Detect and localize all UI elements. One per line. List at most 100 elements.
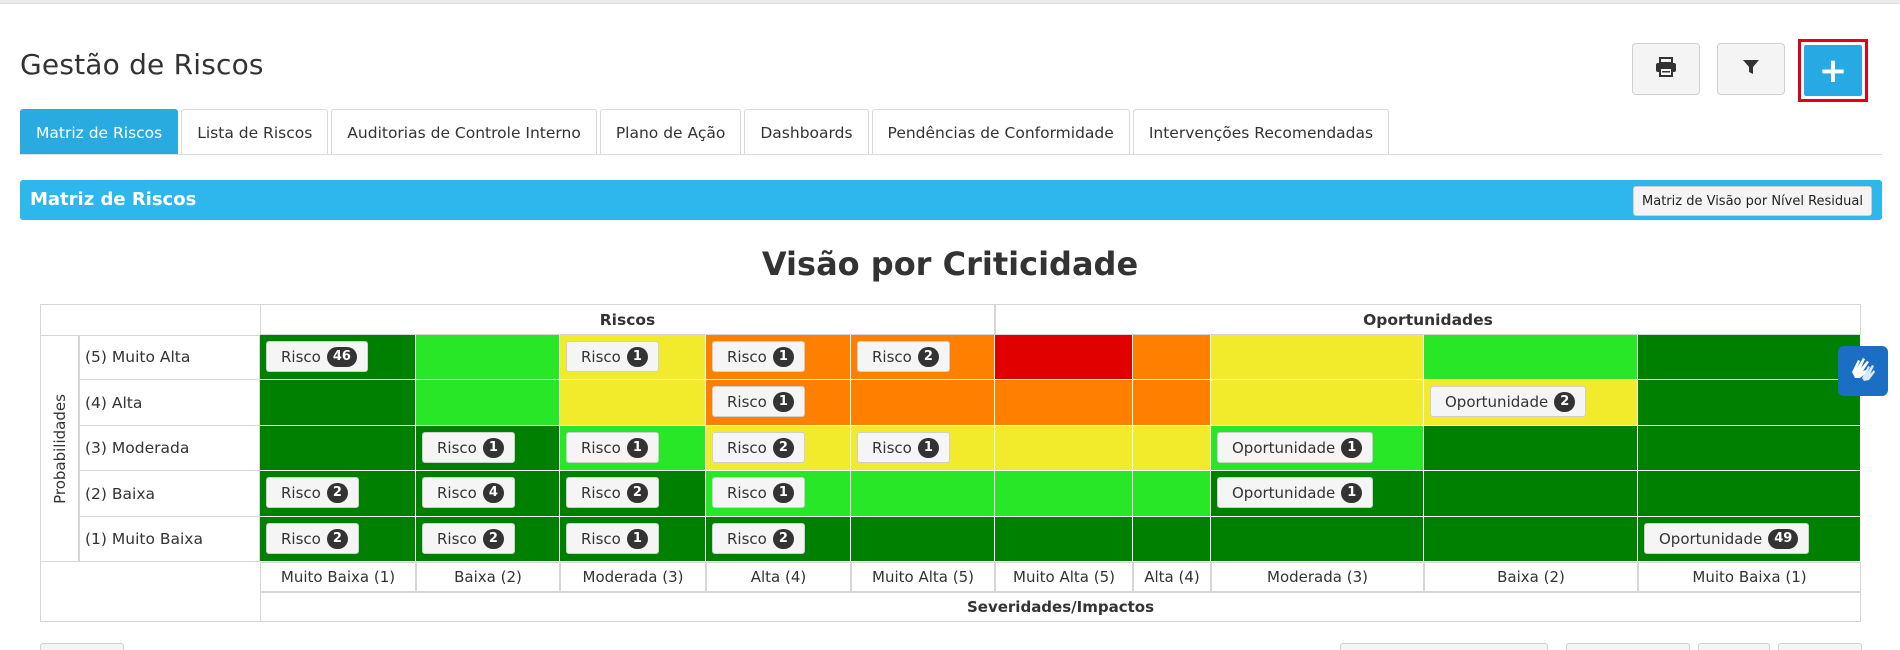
risk-count-button[interactable]: Risco 1 bbox=[566, 523, 659, 554]
count-badge: 1 bbox=[917, 437, 939, 458]
matrix-cell: Risco 2 bbox=[560, 471, 706, 517]
group-header-oportunidades: Oportunidades bbox=[995, 304, 1861, 335]
matrix-cell: Risco 46 bbox=[260, 335, 416, 380]
chip-label: Risco bbox=[727, 392, 767, 411]
column-header: Muito Alta (5) bbox=[995, 562, 1133, 592]
print-button[interactable] bbox=[1632, 43, 1700, 95]
matrix-cell bbox=[851, 517, 995, 562]
accessibility-button[interactable] bbox=[1838, 346, 1888, 396]
matrix-cell: Risco 1 bbox=[560, 335, 706, 380]
tab-dashboards[interactable]: Dashboards bbox=[744, 109, 869, 155]
chip-label: Risco bbox=[581, 438, 621, 457]
matrix-cell: Oportunidade 1 bbox=[1211, 426, 1424, 471]
count-badge: 4 bbox=[482, 482, 504, 503]
top-border bbox=[0, 0, 1900, 4]
matrix-cell bbox=[1424, 471, 1638, 517]
matrix-cell bbox=[1133, 335, 1211, 380]
chip-label: Oportunidade bbox=[1659, 529, 1763, 548]
column-header: Alta (4) bbox=[1133, 562, 1211, 592]
matrix-cell bbox=[1211, 380, 1424, 426]
matrix-cell: Risco 2 bbox=[416, 517, 560, 562]
bottom-controls-edge bbox=[0, 643, 1900, 650]
tab-matriz-de-riscos[interactable]: Matriz de Riscos bbox=[20, 109, 179, 155]
opportunity-count-button[interactable]: Oportunidade 2 bbox=[1430, 386, 1587, 417]
count-badge: 2 bbox=[772, 528, 794, 549]
count-badge: 1 bbox=[1341, 437, 1363, 458]
tab-intervencoes[interactable]: Intervenções Recomendadas bbox=[1132, 109, 1390, 155]
chip-label: Risco bbox=[281, 483, 321, 502]
sign-language-hands-icon bbox=[1846, 352, 1880, 390]
filter-icon bbox=[1742, 58, 1760, 80]
risk-count-button[interactable]: Risco 46 bbox=[266, 341, 368, 372]
matrix-cell: Oportunidade 2 bbox=[1424, 380, 1638, 426]
opportunity-count-button[interactable]: Oportunidade 49 bbox=[1644, 523, 1810, 554]
count-badge: 2 bbox=[772, 437, 794, 458]
matrix-cell bbox=[995, 335, 1133, 380]
matrix-cell: Risco 1 bbox=[706, 471, 851, 517]
matrix-cell bbox=[851, 380, 995, 426]
row-header: (3) Moderada bbox=[79, 426, 260, 471]
chip-label: Risco bbox=[437, 529, 477, 548]
matrix-cell: Risco 2 bbox=[706, 426, 851, 471]
risk-count-button[interactable]: Risco 1 bbox=[857, 432, 950, 463]
matrix-cell: Oportunidade 1 bbox=[1211, 471, 1424, 517]
matrix-cell bbox=[1424, 426, 1638, 471]
matrix-cell bbox=[1638, 471, 1861, 517]
risk-count-button[interactable]: Risco 2 bbox=[712, 432, 805, 463]
column-header: Moderada (3) bbox=[560, 562, 706, 592]
risk-count-button[interactable]: Risco 2 bbox=[422, 523, 515, 554]
matrix-cell bbox=[1133, 380, 1211, 426]
row-header: (5) Muito Alta bbox=[79, 335, 260, 380]
count-badge: 2 bbox=[326, 482, 348, 503]
count-badge: 1 bbox=[626, 528, 648, 549]
risk-count-button[interactable]: Risco 2 bbox=[712, 523, 805, 554]
matrix-cell: Risco 4 bbox=[416, 471, 560, 517]
risk-count-button[interactable]: Risco 2 bbox=[566, 477, 659, 508]
group-header-riscos: Riscos bbox=[260, 304, 995, 335]
matrix-cell bbox=[260, 426, 416, 471]
panel-header: Matriz de Riscos Matriz de Visão por Nív… bbox=[20, 180, 1882, 220]
chip-label: Risco bbox=[872, 438, 912, 457]
chip-label: Risco bbox=[581, 529, 621, 548]
chip-label: Risco bbox=[727, 483, 767, 502]
risk-count-button[interactable]: Risco 2 bbox=[857, 341, 950, 372]
opportunity-count-button[interactable]: Oportunidade 1 bbox=[1217, 477, 1374, 508]
risk-count-button[interactable]: Risco 1 bbox=[566, 341, 659, 372]
risk-count-button[interactable]: Risco 1 bbox=[712, 386, 805, 417]
column-header: Muito Baixa (1) bbox=[1638, 562, 1861, 592]
risk-count-button[interactable]: Risco 2 bbox=[266, 477, 359, 508]
chip-label: Risco bbox=[727, 529, 767, 548]
matrix-cell bbox=[260, 380, 416, 426]
matrix-cell bbox=[1133, 426, 1211, 471]
matrix-cell bbox=[1638, 335, 1861, 380]
count-badge: 1 bbox=[482, 437, 504, 458]
risk-count-button[interactable]: Risco 4 bbox=[422, 477, 515, 508]
count-badge: 2 bbox=[626, 482, 648, 503]
tab-plano-de-acao[interactable]: Plano de Ação bbox=[599, 109, 742, 155]
count-badge: 1 bbox=[772, 391, 794, 412]
risk-count-button[interactable]: Risco 2 bbox=[266, 523, 359, 554]
add-button[interactable]: + bbox=[1804, 45, 1862, 96]
matrix-cell: Risco 2 bbox=[851, 335, 995, 380]
chip-label: Risco bbox=[581, 483, 621, 502]
count-badge: 1 bbox=[772, 346, 794, 367]
count-badge: 2 bbox=[326, 528, 348, 549]
risk-count-button[interactable]: Risco 1 bbox=[712, 477, 805, 508]
panel-title: Matriz de Riscos bbox=[30, 189, 197, 210]
matrix-cell bbox=[1211, 335, 1424, 380]
risk-count-button[interactable]: Risco 1 bbox=[566, 432, 659, 463]
filter-button[interactable] bbox=[1717, 43, 1785, 95]
page-title: Gestão de Riscos bbox=[20, 48, 264, 81]
risk-count-button[interactable]: Risco 1 bbox=[422, 432, 515, 463]
matrix-cell bbox=[995, 517, 1133, 562]
tab-pendencias[interactable]: Pendências de Conformidade bbox=[871, 109, 1130, 155]
matrix-cell bbox=[995, 471, 1133, 517]
risk-count-button[interactable]: Risco 1 bbox=[712, 341, 805, 372]
matrix-cell bbox=[851, 471, 995, 517]
tab-lista-de-riscos[interactable]: Lista de Riscos bbox=[181, 109, 329, 155]
tab-auditorias[interactable]: Auditorias de Controle Interno bbox=[331, 109, 597, 155]
residual-view-button[interactable]: Matriz de Visão por Nível Residual bbox=[1633, 186, 1872, 216]
matrix-cell bbox=[560, 380, 706, 426]
opportunity-count-button[interactable]: Oportunidade 1 bbox=[1217, 432, 1374, 463]
row-header: (4) Alta bbox=[79, 380, 260, 426]
